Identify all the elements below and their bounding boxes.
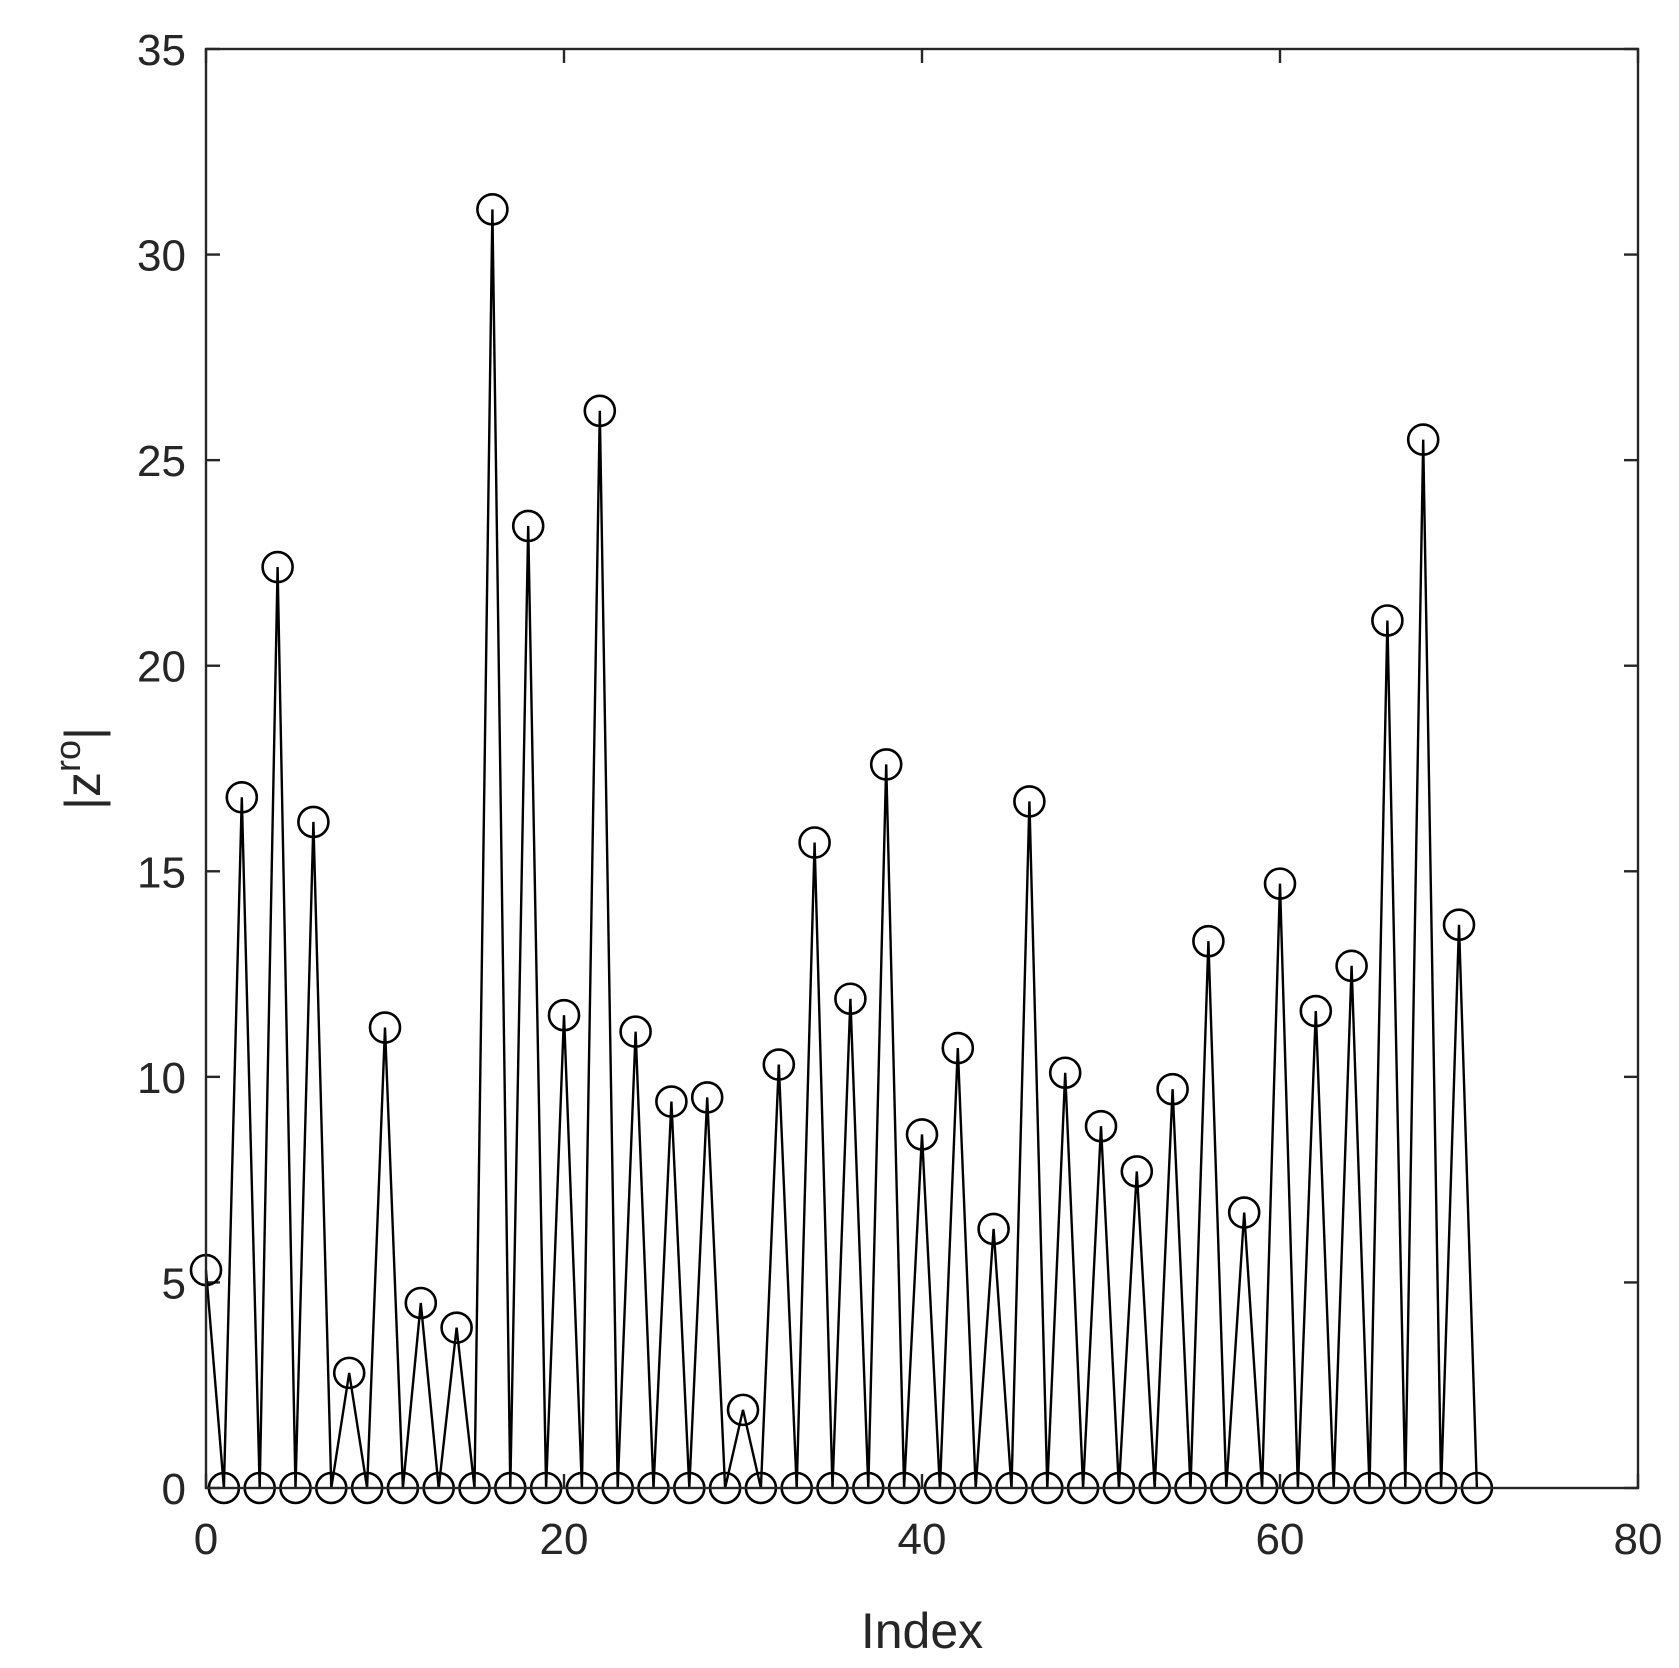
data-point-marker bbox=[619, 1015, 652, 1048]
data-point-marker bbox=[977, 1212, 1010, 1246]
axes-box bbox=[204, 47, 1640, 1490]
data-point-marker bbox=[1120, 1155, 1154, 1188]
data-point-marker bbox=[1263, 867, 1297, 900]
y-axis-title-suffix: | bbox=[55, 727, 111, 740]
tick-labels-layer: 0 20 40 60 80 0 5 10 15 20 25 30 35 bbox=[137, 26, 1662, 1564]
data-point-marker bbox=[762, 1048, 796, 1081]
data-point-marker bbox=[511, 509, 545, 543]
x-tick-label: 40 bbox=[898, 1515, 947, 1564]
data-point-marker bbox=[834, 982, 867, 1016]
data-point-marker bbox=[225, 780, 259, 814]
y-axis-title: |zro| bbox=[47, 727, 111, 810]
data-point-marker bbox=[655, 1085, 688, 1118]
data-point-marker bbox=[332, 1356, 366, 1390]
data-point-marker bbox=[1048, 1056, 1082, 1090]
data-point-marker bbox=[1442, 908, 1476, 942]
data-point-marker bbox=[368, 1011, 402, 1044]
data-point-marker bbox=[1013, 785, 1046, 818]
y-tick-label: 20 bbox=[137, 643, 186, 692]
data-point-marker bbox=[261, 550, 294, 584]
data-point-marker bbox=[1192, 924, 1225, 958]
data-point-marker bbox=[583, 394, 617, 428]
data-point-marker bbox=[440, 1311, 473, 1344]
data-point-marker bbox=[1227, 1196, 1261, 1229]
series-line bbox=[204, 209, 1479, 1489]
data-point-marker bbox=[404, 1286, 438, 1320]
data-point-marker bbox=[1335, 949, 1368, 983]
y-axis-title-main: |z bbox=[55, 772, 111, 810]
data-point-marker bbox=[798, 826, 831, 859]
y-tick-label: 30 bbox=[137, 232, 186, 281]
data-point-marker bbox=[1406, 423, 1440, 456]
x-tick-label: 0 bbox=[194, 1515, 218, 1564]
data-point-marker bbox=[869, 748, 903, 781]
data-point-marker bbox=[941, 1031, 975, 1065]
data-point-marker bbox=[476, 193, 509, 226]
y-tick-label: 0 bbox=[162, 1465, 186, 1514]
y-tick-label: 15 bbox=[137, 848, 186, 897]
data-point-marker bbox=[547, 998, 581, 1032]
x-tick-label: 20 bbox=[540, 1515, 589, 1564]
data-point-marker bbox=[690, 1081, 724, 1114]
y-tick-label: 10 bbox=[137, 1054, 186, 1103]
x-tick-label: 80 bbox=[1614, 1515, 1663, 1564]
data-point-marker bbox=[1371, 604, 1404, 637]
x-axis-title: Index bbox=[861, 1603, 983, 1659]
data-point-marker bbox=[905, 1118, 939, 1151]
data-point-marker bbox=[1299, 994, 1333, 1028]
x-tick-label: 60 bbox=[1256, 1515, 1305, 1564]
data-point-marker bbox=[1084, 1109, 1118, 1143]
y-tick-label: 25 bbox=[137, 437, 186, 486]
y-axis-title-superscript: ro bbox=[47, 740, 88, 772]
data-point-marker bbox=[1156, 1072, 1189, 1106]
y-tick-label: 5 bbox=[162, 1259, 186, 1308]
data-point-marker bbox=[726, 1393, 760, 1427]
data-point-marker bbox=[297, 805, 330, 839]
y-tick-label: 35 bbox=[137, 26, 186, 75]
